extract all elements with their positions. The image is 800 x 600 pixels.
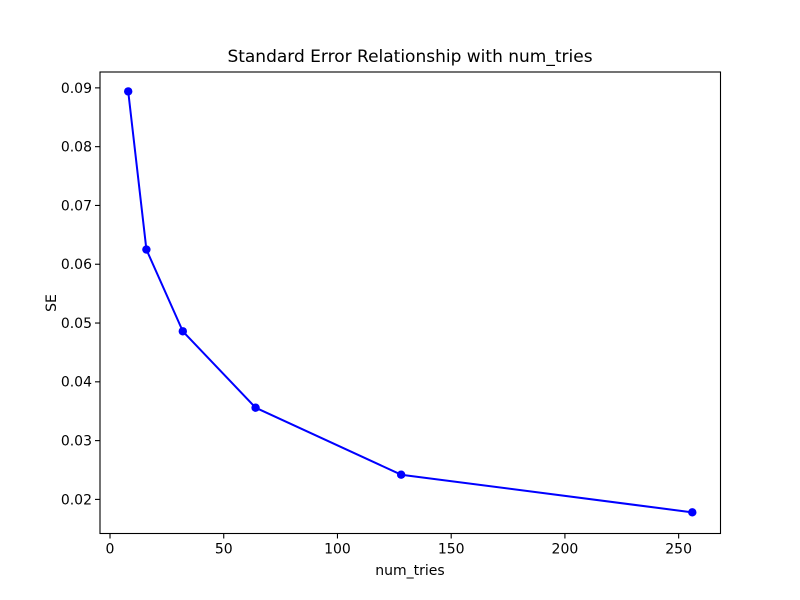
data-point-marker [142,245,151,254]
x-axis: 0 50 100 150 200 250 [106,533,692,558]
data-point-marker [178,327,187,336]
data-point-marker [396,470,406,479]
x-axis-label: num_tries [375,563,444,579]
plot-area [99,71,722,535]
y-tick-label: 0.06 [61,257,92,273]
y-tick-label: 0.07 [61,198,92,214]
y-axis-label: SE [44,294,60,312]
y-tick-label: 0.03 [61,434,92,450]
data-series [124,87,697,517]
y-tick-label: 0.05 [61,316,92,332]
y-tick-label: 0.08 [61,140,92,156]
y-tick-label: 0.02 [61,492,92,508]
chart-title: Standard Error Relationship with num_tri… [227,47,592,67]
y-tick-label: 0.09 [61,81,92,97]
se-line [127,90,694,514]
x-tick-label: 200 [552,542,579,558]
x-tick-label: 0 [106,542,115,558]
x-tick-label: 150 [438,542,465,558]
x-tick-label: 100 [324,542,351,558]
y-axis: 0.02 0.03 0.04 0.05 0.06 0.07 0.08 0.09 [61,81,100,508]
data-point-marker [251,403,260,412]
x-tick-label: 250 [665,542,692,558]
x-tick-label: 50 [215,542,233,558]
data-point-marker [124,87,133,96]
y-tick-label: 0.04 [61,375,92,391]
data-point-marker [688,508,697,517]
